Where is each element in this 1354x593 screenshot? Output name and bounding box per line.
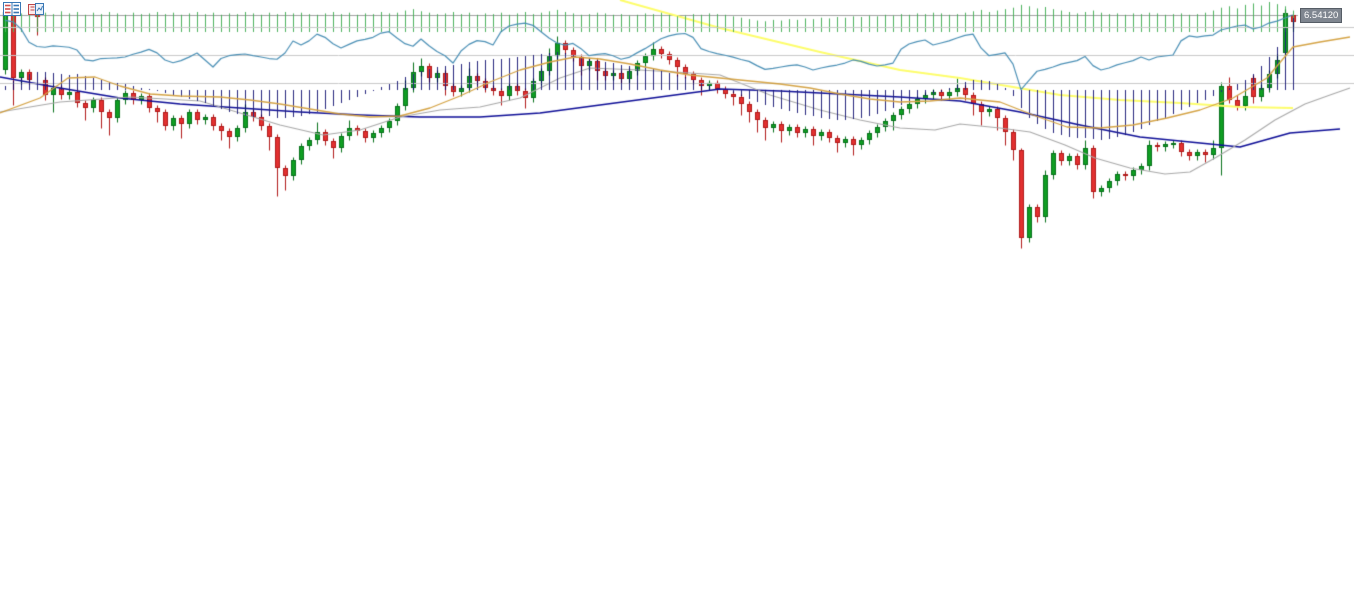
chart-toolbar (3, 2, 45, 16)
macd-panel-canvas[interactable] (0, 0, 1354, 168)
market-watch-icon[interactable] (3, 2, 21, 16)
new-chart-icon[interactable] (27, 2, 45, 16)
current-price-tag: 6.54120 (1300, 8, 1343, 23)
